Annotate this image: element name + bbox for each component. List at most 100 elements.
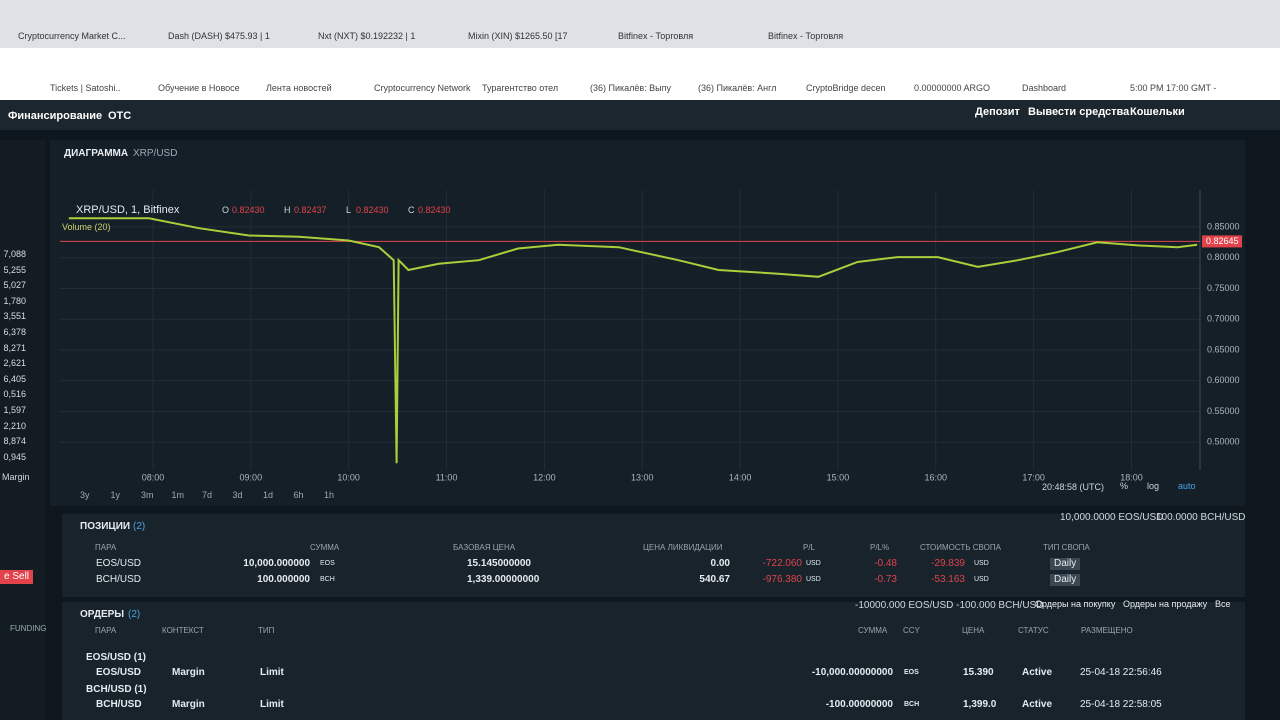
tab-title[interactable]: Bitfinex - Торговля <box>768 31 844 41</box>
y-tick-label: 0.50000 <box>1207 437 1240 447</box>
volume-label: Volume (20) <box>62 222 111 232</box>
cell: 1,339.00000000 <box>467 574 540 585</box>
timeframe-button[interactable]: 1d <box>263 490 274 500</box>
cell: 15.390 <box>963 667 994 678</box>
chart-panel <box>50 140 1245 506</box>
bookmark[interactable]: (36) Пикалёв: Выпу <box>590 83 672 93</box>
ticker-value: 0,945 <box>3 451 26 462</box>
sidebar-label: FUNDING <box>10 624 47 633</box>
scale-option[interactable]: log <box>1147 481 1160 491</box>
sell-button[interactable]: e Sell <box>0 570 34 584</box>
price-tag <box>1202 235 1242 248</box>
cell: Active <box>1022 667 1053 678</box>
cell: USD <box>806 576 821 583</box>
bookmark[interactable]: 0.00000000 ARGO <box>914 83 991 93</box>
y-tick-label: 0.60000 <box>1207 375 1240 385</box>
panel-title: ОРДЕРЫ <box>80 609 125 620</box>
column-header: ЦЕНА <box>962 626 985 635</box>
bookmark[interactable]: Турагентство отел <box>482 83 559 93</box>
order-filter[interactable]: Все <box>1215 599 1231 609</box>
chart-clock: 20:48:58 (UTC) <box>1042 482 1105 492</box>
toolbar <box>0 48 1280 101</box>
ohlc-value: 0.82430 <box>232 205 265 215</box>
column-header: ТИП <box>258 626 275 635</box>
order-filter[interactable]: Ордеры на покупку <box>1035 599 1116 609</box>
tab-title[interactable]: Mixin (XIN) $1265.50 [17 <box>468 31 568 41</box>
ticker-value: 7,088 <box>3 249 26 259</box>
tab-title[interactable]: Dash (DASH) $475.93 | 1 <box>168 31 270 41</box>
sidebar-label: Margin <box>2 472 30 482</box>
y-tick-label: 0.65000 <box>1207 344 1240 354</box>
order-summary: -10000.000 EOS/USD -100.000 BCH/USD <box>855 600 1044 611</box>
cell: Active <box>1022 699 1053 710</box>
ohlc-value: 0.82437 <box>294 205 327 215</box>
tab-title[interactable]: Cryptocurrency Market C... <box>18 31 126 41</box>
column-header: P/L <box>803 543 816 552</box>
nav-link[interactable]: Вывести средства <box>1028 106 1130 118</box>
position-summary: 10,000.0000 EOS/USD <box>1060 512 1164 523</box>
bookmark[interactable]: CryptoBridge decen <box>806 83 886 93</box>
cell: -722.060 <box>762 558 802 569</box>
cell: -10,000.00000000 <box>811 667 893 678</box>
ohlc-key: L <box>346 205 352 215</box>
x-tick-label: 13:00 <box>631 472 654 482</box>
bookmark[interactable]: Dashboard <box>1022 83 1067 93</box>
nav-link[interactable]: Депозит <box>975 106 1020 118</box>
timeframe-button[interactable]: 1h <box>324 490 335 500</box>
orders-panel <box>62 602 1245 720</box>
cell: -100.00000000 <box>825 699 893 710</box>
panel-count: (2) <box>133 521 146 532</box>
timeframe-button[interactable]: 3m <box>141 490 154 500</box>
bookmark[interactable]: 5:00 PM 17:00 GMT - <box>1130 83 1217 93</box>
bookmark[interactable]: Обучение в Новосе <box>158 83 240 93</box>
cell: Margin <box>172 699 205 710</box>
y-tick-label: 0.70000 <box>1207 314 1240 324</box>
cell: BCH <box>904 701 920 708</box>
timeframe-button[interactable]: 1y <box>110 490 121 500</box>
cell: 100.000000 <box>257 574 310 585</box>
timeframe-button[interactable]: 3d <box>232 490 243 500</box>
bookmark[interactable]: Лента новостей <box>266 83 332 93</box>
cell: BCH/USD <box>96 699 142 710</box>
ohlc-key: C <box>408 205 415 215</box>
column-header: БАЗОВАЯ ЦЕНА <box>453 543 516 552</box>
cell: EOS/USD <box>96 558 142 569</box>
cell: 25-04-18 22:58:05 <box>1080 699 1162 710</box>
timeframe-button[interactable]: 7d <box>202 490 213 500</box>
cell: -0.73 <box>874 574 897 585</box>
timeframe-button[interactable]: 3y <box>80 490 90 500</box>
timeframe-button[interactable]: 1m <box>171 490 185 500</box>
cell: USD <box>974 576 989 583</box>
timeframe-button[interactable]: 6h <box>293 490 304 500</box>
cell: EOS <box>320 560 335 567</box>
column-header: ЦЕНА ЛИКВИДАЦИИ <box>643 543 723 552</box>
y-tick-label: 0.85000 <box>1207 221 1240 231</box>
cell: -976.380 <box>762 574 802 585</box>
tab-title[interactable]: Bitfinex - Торговля <box>618 31 694 41</box>
tab-title[interactable]: Nxt (NXT) $0.192232 | 1 <box>318 31 416 41</box>
nav-link[interactable]: Финансирование <box>8 110 103 122</box>
scale-option[interactable]: auto <box>1178 481 1196 491</box>
ohlc-key: H <box>284 205 291 215</box>
order-filter[interactable]: Ордеры на продажу <box>1123 599 1208 609</box>
x-tick-label: 09:00 <box>240 472 263 482</box>
bookmark[interactable]: Tickets | Satoshi.. <box>50 83 121 93</box>
nav-link[interactable]: OTC <box>108 110 132 122</box>
scale-option[interactable]: % <box>1120 481 1129 491</box>
price-line-series <box>68 217 1198 464</box>
x-tick-label: 12:00 <box>533 472 556 482</box>
bookmark[interactable]: Cryptocurrency Network <box>374 83 471 93</box>
nav-link[interactable]: Кошельки <box>1130 106 1185 118</box>
cell: BCH/USD <box>96 574 142 585</box>
price-tag-label: 0.82645 <box>1206 236 1239 246</box>
bookmark[interactable]: (36) Пикалёв: Англ <box>698 83 777 93</box>
swap-type-badge: Daily <box>1050 558 1081 570</box>
sidebar <box>0 140 46 720</box>
order-group: EOS/USD (1) <box>86 652 147 663</box>
column-header: СУММА <box>310 543 340 552</box>
x-tick-label: 15:00 <box>827 472 850 482</box>
cell: EOS/USD <box>96 667 142 678</box>
